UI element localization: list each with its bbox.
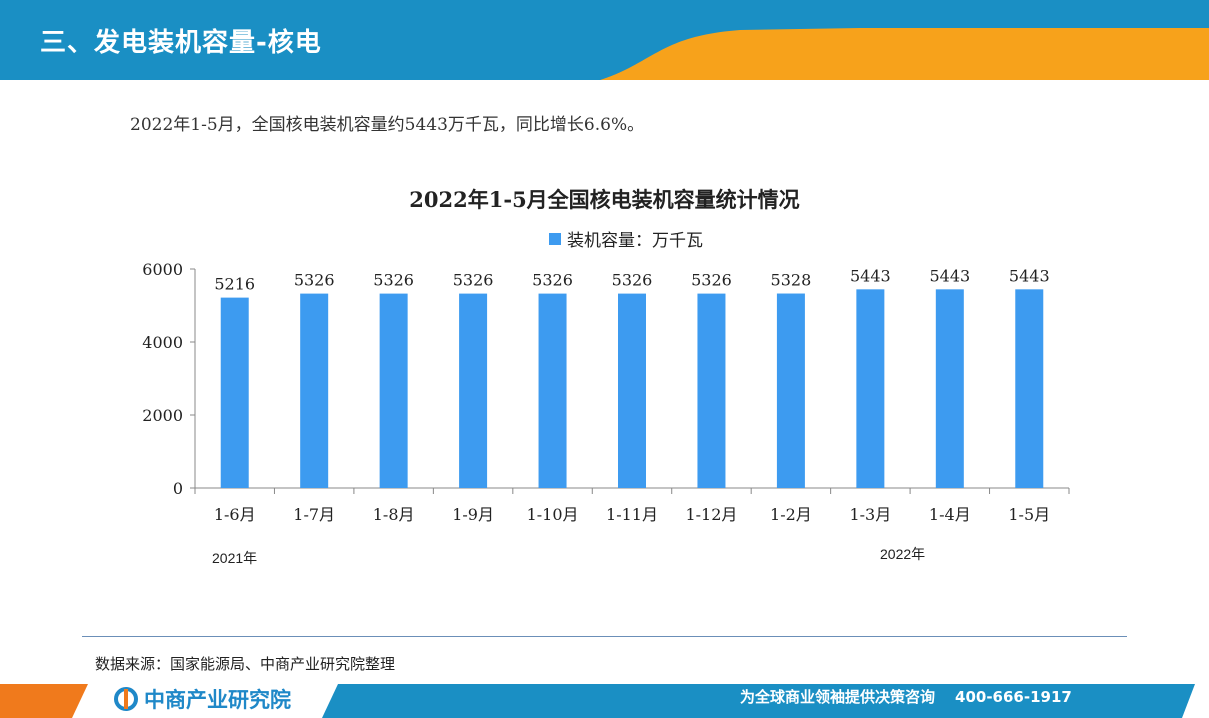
bar	[379, 293, 408, 488]
x-tick-label: 1-5月	[1008, 505, 1050, 524]
data-source: 数据来源：国家能源局、中商产业研究院整理	[95, 656, 396, 673]
bar	[856, 289, 885, 488]
bar	[1015, 289, 1044, 488]
section-title: 三、发电装机容量-核电	[40, 28, 322, 58]
x-tick-label: 1-4月	[929, 505, 971, 524]
bar	[776, 293, 805, 488]
data-label: 5443	[850, 266, 891, 285]
data-label: 5326	[294, 271, 335, 290]
chart-title: 2022年1-5月全国核电装机容量统计情况	[409, 187, 800, 212]
data-label: 5326	[532, 271, 573, 290]
data-label: 5326	[612, 271, 653, 290]
phone-number: 400-666-1917	[955, 688, 1072, 706]
bar	[459, 293, 488, 488]
footer-divider	[82, 636, 1127, 637]
y-tick-label: 6000	[142, 260, 183, 279]
bar	[220, 297, 249, 488]
year-label-2021: 2021年	[212, 550, 258, 566]
data-label: 5443	[929, 266, 970, 285]
y-tick-label: 4000	[142, 333, 183, 352]
x-tick-label: 1-2月	[770, 505, 812, 524]
x-tick-label: 1-9月	[452, 505, 494, 524]
bar	[618, 293, 646, 488]
x-tick-label: 1-6月	[214, 505, 256, 524]
logo-text: 中商产业研究院	[144, 688, 291, 712]
x-tick-label: 1-8月	[373, 505, 415, 524]
slogan-text: 为全球商业领袖提供决策咨询	[740, 688, 936, 706]
data-label: 5326	[373, 271, 414, 290]
bar	[538, 293, 567, 488]
company-logo: 中商产业研究院	[114, 684, 291, 714]
bottom-bar	[0, 680, 1209, 718]
x-tick-label: 1-3月	[849, 505, 891, 524]
legend-swatch	[549, 232, 561, 245]
footer-slogan: 为全球商业领袖提供决策咨询 400-666-1917	[740, 686, 1072, 707]
bar	[935, 289, 964, 488]
data-label: 5326	[453, 271, 494, 290]
logo-icon	[114, 687, 138, 711]
bar	[300, 293, 329, 488]
x-tick-label: 1-7月	[293, 505, 335, 524]
year-label-2022: 2022年	[880, 546, 926, 562]
y-tick-label: 0	[173, 479, 183, 498]
y-tick-label: 2000	[142, 406, 183, 425]
x-tick-label: 1-12月	[685, 505, 737, 524]
x-tick-label: 1-11月	[606, 505, 658, 524]
x-tick-label: 1-10月	[527, 505, 579, 524]
legend-label: 装机容量：万千瓦	[567, 231, 703, 251]
summary-text: 2022年1-5月，全国核电装机容量约5443万千瓦，同比增长6.6%。	[130, 115, 645, 135]
data-label: 5326	[691, 271, 732, 290]
chart-legend: 装机容量：万千瓦	[549, 226, 703, 251]
data-label: 5328	[771, 271, 812, 290]
data-label: 5443	[1009, 266, 1050, 285]
top-banner: 三、发电装机容量-核电	[0, 0, 1209, 80]
data-label: 5216	[214, 275, 255, 294]
bar	[697, 293, 726, 488]
